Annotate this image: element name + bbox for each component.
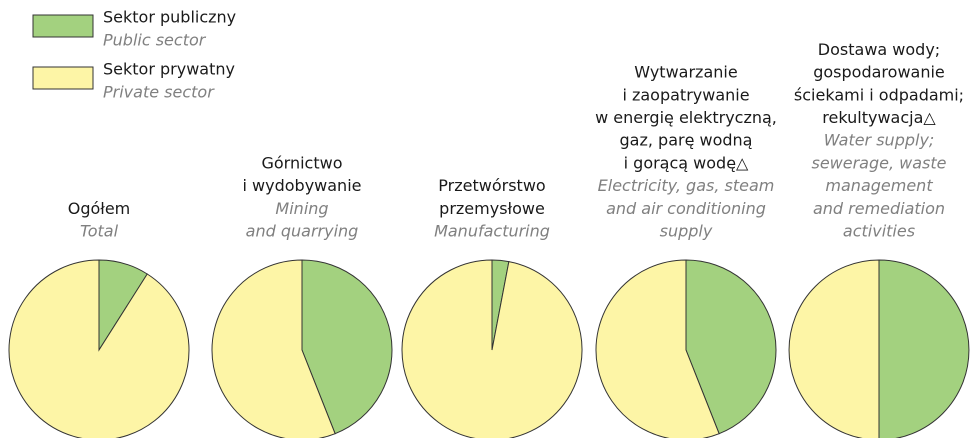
chart-subtitle: and remediation [813, 199, 945, 218]
chart-title: gaz, parę wodną [620, 131, 753, 150]
chart-subtitle: Mining [275, 199, 328, 218]
chart-subtitle: sewerage, waste [811, 153, 946, 172]
chart-subtitle: Total [80, 222, 119, 241]
legend-swatch [32, 14, 94, 38]
chart-subtitle: and quarrying [246, 222, 359, 241]
pie-slice [211, 259, 336, 438]
pie-slice [788, 259, 880, 438]
chart-title: Przetwórstwo [438, 176, 545, 195]
legend-swatch [32, 66, 94, 90]
chart-title: Wytwarzanie [634, 63, 737, 82]
chart-subtitle: Electricity, gas, steam [598, 176, 775, 195]
legend-translation: Public sector [103, 31, 207, 50]
chart-title: i zaopatrywanie [622, 85, 749, 104]
pie-slice [8, 259, 190, 438]
legend-translation: Private sector [103, 83, 215, 102]
chart-title: Górnictwo [261, 153, 342, 172]
chart-subtitle: activities [843, 222, 915, 241]
pie-slice [685, 259, 777, 435]
chart-title: i gorącą wodę△ [624, 153, 749, 172]
chart-subtitle: and air conditioning [606, 199, 766, 218]
chart-subtitle: Manufacturing [434, 222, 550, 241]
chart-title: w energię elektryczną, [595, 108, 777, 127]
chart-subtitle: management [825, 176, 933, 195]
chart-title: rekultywacja△ [822, 108, 936, 127]
pie-slice [301, 259, 393, 435]
chart-title: ściekami i odpadami; [794, 85, 964, 104]
chart-title: przemysłowe [439, 199, 545, 218]
chart-subtitle: supply [660, 222, 713, 241]
pie-slice [878, 259, 970, 438]
chart-subtitle: Water supply; [824, 131, 935, 150]
pie-slice [595, 259, 720, 438]
chart-title: i wydobywanie [243, 176, 362, 195]
chart-title: Ogółem [68, 199, 131, 218]
legend-label: Sektor publiczny [103, 8, 236, 27]
chart-title: Dostawa wody; [818, 40, 940, 59]
chart-title: gospodarowanie [813, 63, 945, 82]
pie-slice [401, 259, 583, 438]
legend-label: Sektor prywatny [103, 60, 235, 79]
